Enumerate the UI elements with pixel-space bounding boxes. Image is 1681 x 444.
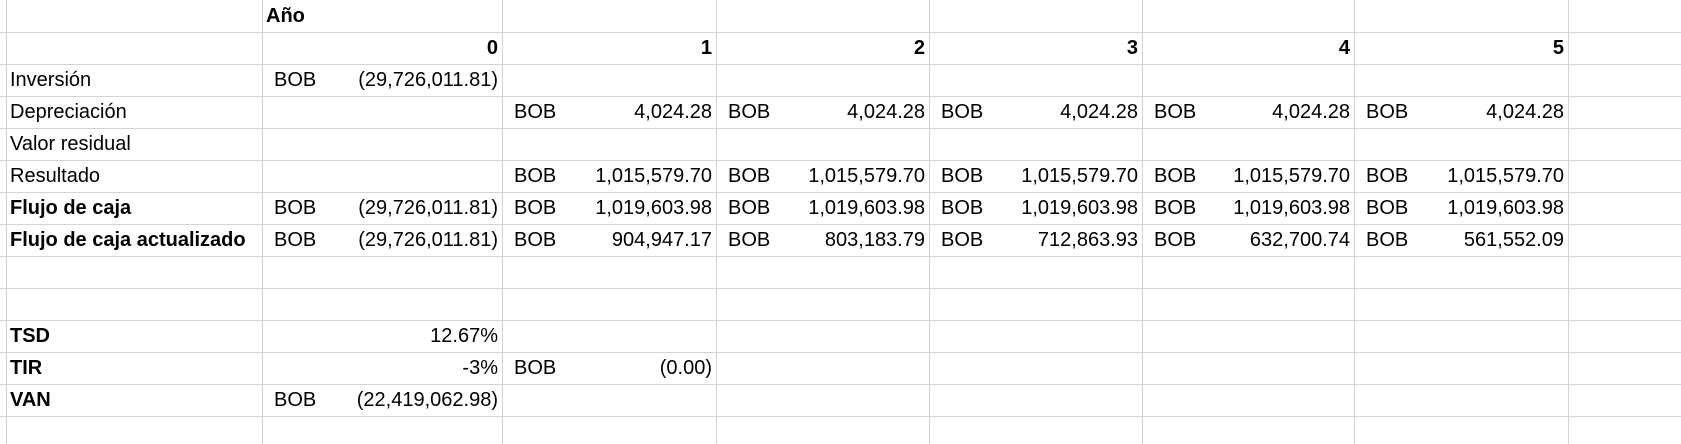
grid-line [716,0,717,444]
currency-cell[interactable]: BOB [941,197,984,219]
grid-line [0,288,1681,289]
value-cell[interactable]: 1,019,603.98 [1021,197,1138,219]
row-label-cell[interactable]: Valor residual [10,133,131,155]
value-cell[interactable]: 4,024.28 [634,101,712,123]
currency-cell[interactable]: BOB [514,197,557,219]
grid-line [0,320,1681,321]
row-label-cell[interactable]: Inversión [10,69,92,91]
currency-cell[interactable]: BOB [1154,197,1197,219]
year-number-cell[interactable]: 4 [1338,37,1350,59]
currency-cell[interactable]: BOB [274,69,317,91]
value-cell[interactable]: (29,726,011.81) [358,229,498,251]
value-cell[interactable]: 4,024.28 [1060,101,1138,123]
currency-cell[interactable]: BOB [274,229,317,251]
value-cell[interactable]: 1,019,603.98 [595,197,712,219]
currency-cell[interactable]: BOB [1366,197,1409,219]
currency-cell[interactable]: BOB [728,229,771,251]
value-cell[interactable]: 1,015,579.70 [1233,165,1350,187]
currency-cell[interactable]: BOB [1366,165,1409,187]
grid-line [1354,0,1355,444]
tir-extra-value-cell[interactable]: (0.00) [659,357,712,379]
currency-cell[interactable]: BOB [514,357,557,379]
value-cell[interactable]: 1,015,579.70 [595,165,712,187]
value-cell[interactable]: 561,552.09 [1463,229,1564,251]
currency-cell[interactable]: BOB [941,165,984,187]
tir-value-cell[interactable]: -3% [462,357,498,379]
currency-cell[interactable]: BOB [514,229,557,251]
value-cell[interactable]: 1,019,603.98 [808,197,925,219]
currency-cell[interactable]: BOB [728,101,771,123]
grid-line [0,352,1681,353]
tsd-label-cell[interactable]: TSD [10,325,50,347]
currency-cell[interactable]: BOB [514,165,557,187]
grid-line [0,128,1681,129]
value-cell[interactable]: (29,726,011.81) [358,69,498,91]
value-cell[interactable]: 1,019,603.98 [1233,197,1350,219]
row-label-cell[interactable]: Flujo de caja actualizado [10,229,246,251]
currency-cell[interactable]: BOB [514,101,557,123]
row-label-cell[interactable]: Depreciación [10,101,127,123]
currency-cell[interactable]: BOB [274,197,317,219]
value-cell[interactable]: 904,947.17 [611,229,712,251]
currency-cell[interactable]: BOB [1366,229,1409,251]
value-cell[interactable]: 1,019,603.98 [1447,197,1564,219]
currency-cell[interactable]: BOB [1154,101,1197,123]
van-label-cell[interactable]: VAN [10,389,51,411]
row-label-cell[interactable]: Resultado [10,165,101,187]
year-number-cell[interactable]: 5 [1552,37,1564,59]
grid-line [1568,0,1569,444]
value-cell[interactable]: 712,863.93 [1037,229,1138,251]
grid-line [0,160,1681,161]
grid-line [502,0,503,444]
currency-cell[interactable]: BOB [728,165,771,187]
currency-cell[interactable]: BOB [1154,229,1197,251]
grid-line [0,64,1681,65]
currency-cell[interactable]: BOB [1154,165,1197,187]
value-cell[interactable]: (29,726,011.81) [358,197,498,219]
tir-label-cell[interactable]: TIR [10,357,43,379]
currency-cell[interactable]: BOB [941,101,984,123]
year-header-cell[interactable]: Año [266,5,305,27]
value-cell[interactable]: 4,024.28 [847,101,925,123]
year-number-cell[interactable]: 2 [913,37,925,59]
grid-line [0,96,1681,97]
value-cell[interactable]: 4,024.28 [1486,101,1564,123]
year-number-cell[interactable]: 0 [486,37,498,59]
grid-line [0,192,1681,193]
grid-line [1142,0,1143,444]
currency-cell[interactable]: BOB [1366,101,1409,123]
value-cell[interactable]: 4,024.28 [1272,101,1350,123]
van-value-cell[interactable]: (22,419,062.98) [356,389,498,411]
value-cell[interactable]: 1,015,579.70 [1021,165,1138,187]
value-cell[interactable]: 1,015,579.70 [808,165,925,187]
value-cell[interactable]: 632,700.74 [1249,229,1350,251]
grid-line [6,0,7,444]
grid-line [0,256,1681,257]
year-number-cell[interactable]: 3 [1126,37,1138,59]
grid-line [0,384,1681,385]
grid-line [0,224,1681,225]
row-label-cell[interactable]: Flujo de caja [10,197,132,219]
value-cell[interactable]: 1,015,579.70 [1447,165,1564,187]
grid-line [0,32,1681,33]
grid-line [262,0,263,444]
currency-cell[interactable]: BOB [274,389,317,411]
value-cell[interactable]: 803,183.79 [824,229,925,251]
grid-line [929,0,930,444]
tsd-value-cell[interactable]: 12.67% [430,325,498,347]
year-number-cell[interactable]: 1 [700,37,712,59]
currency-cell[interactable]: BOB [941,229,984,251]
grid-line [0,416,1681,417]
currency-cell[interactable]: BOB [728,197,771,219]
